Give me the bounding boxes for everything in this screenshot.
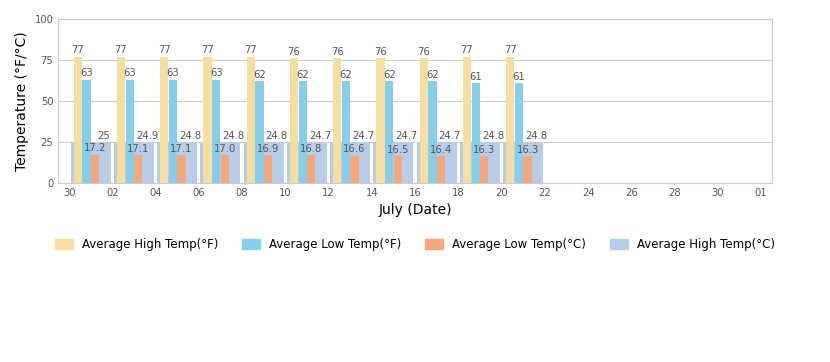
Text: 25: 25: [97, 131, 110, 140]
Text: 16.9: 16.9: [256, 144, 279, 154]
Bar: [307, 155, 315, 183]
Text: 62: 62: [339, 70, 352, 80]
Text: 17.2: 17.2: [84, 143, 106, 153]
Bar: [117, 57, 125, 183]
Bar: [168, 80, 177, 183]
Bar: [290, 58, 298, 183]
Bar: [333, 58, 341, 183]
Text: 77: 77: [201, 45, 214, 55]
Text: 77: 77: [461, 45, 473, 55]
Text: 76: 76: [417, 47, 430, 57]
Text: 24.7: 24.7: [438, 131, 461, 141]
Text: 61: 61: [513, 72, 525, 81]
Bar: [374, 142, 413, 183]
Text: 24.9: 24.9: [136, 131, 158, 141]
Bar: [417, 142, 457, 183]
Bar: [160, 57, 168, 183]
Text: 76: 76: [374, 47, 387, 57]
Bar: [437, 156, 445, 183]
Bar: [471, 83, 480, 183]
Bar: [201, 142, 241, 183]
Bar: [350, 156, 359, 183]
Text: 16.4: 16.4: [430, 145, 452, 155]
Bar: [247, 57, 255, 183]
Bar: [428, 81, 437, 183]
Bar: [524, 156, 532, 183]
Text: 24.7: 24.7: [352, 131, 374, 141]
Text: 16.6: 16.6: [344, 144, 366, 154]
Text: 17.1: 17.1: [127, 144, 149, 153]
Bar: [515, 83, 523, 183]
Bar: [420, 58, 428, 183]
Text: 24.7: 24.7: [309, 131, 331, 141]
Bar: [264, 155, 272, 183]
Text: 24.8: 24.8: [179, 131, 201, 141]
Text: 24.7: 24.7: [395, 131, 417, 141]
Bar: [203, 57, 212, 183]
Text: 16.3: 16.3: [473, 145, 496, 155]
Bar: [178, 155, 186, 183]
Bar: [134, 155, 143, 183]
Text: 16.3: 16.3: [516, 145, 539, 155]
Bar: [221, 155, 229, 183]
Text: 63: 63: [80, 68, 93, 78]
Text: 62: 62: [426, 70, 439, 80]
Bar: [393, 156, 402, 183]
Bar: [212, 80, 220, 183]
Bar: [330, 142, 370, 183]
Text: 17.0: 17.0: [213, 144, 236, 154]
Bar: [299, 81, 307, 183]
Text: 17.1: 17.1: [170, 144, 193, 153]
Text: 24.8: 24.8: [222, 131, 245, 141]
Bar: [91, 155, 99, 183]
Bar: [342, 81, 350, 183]
Text: 62: 62: [383, 70, 396, 80]
Bar: [460, 142, 500, 183]
Text: 63: 63: [124, 68, 136, 78]
Bar: [71, 142, 110, 183]
Bar: [244, 142, 284, 183]
Text: 76: 76: [288, 47, 300, 57]
Text: 24.8: 24.8: [266, 131, 288, 141]
Text: 24.8: 24.8: [482, 131, 504, 141]
Bar: [385, 81, 393, 183]
Bar: [376, 58, 384, 183]
Text: 16.5: 16.5: [387, 144, 409, 155]
Text: 63: 63: [210, 68, 222, 78]
Text: 77: 77: [504, 45, 516, 55]
Bar: [114, 142, 154, 183]
Bar: [82, 80, 90, 183]
Text: 61: 61: [469, 72, 482, 81]
Text: 63: 63: [167, 68, 179, 78]
Text: 62: 62: [296, 70, 309, 80]
Text: 62: 62: [253, 70, 266, 80]
Bar: [125, 80, 134, 183]
Bar: [481, 156, 488, 183]
X-axis label: July (Date): July (Date): [378, 203, 452, 217]
Bar: [256, 81, 263, 183]
Bar: [287, 142, 327, 183]
Legend: Average High Temp(°F), Average Low Temp(°F), Average Low Temp(°C), Average High : Average High Temp(°F), Average Low Temp(…: [51, 233, 780, 256]
Bar: [74, 57, 82, 183]
Y-axis label: Temperature (°F/°C): Temperature (°F/°C): [15, 31, 29, 171]
Bar: [157, 142, 198, 183]
Bar: [506, 57, 515, 183]
Text: 77: 77: [71, 45, 84, 55]
Text: 77: 77: [158, 45, 171, 55]
Text: 76: 76: [331, 47, 344, 57]
Bar: [503, 142, 544, 183]
Text: 77: 77: [244, 45, 257, 55]
Bar: [463, 57, 471, 183]
Text: 16.8: 16.8: [300, 144, 322, 154]
Text: 77: 77: [115, 45, 127, 55]
Text: 24.8: 24.8: [525, 131, 547, 141]
